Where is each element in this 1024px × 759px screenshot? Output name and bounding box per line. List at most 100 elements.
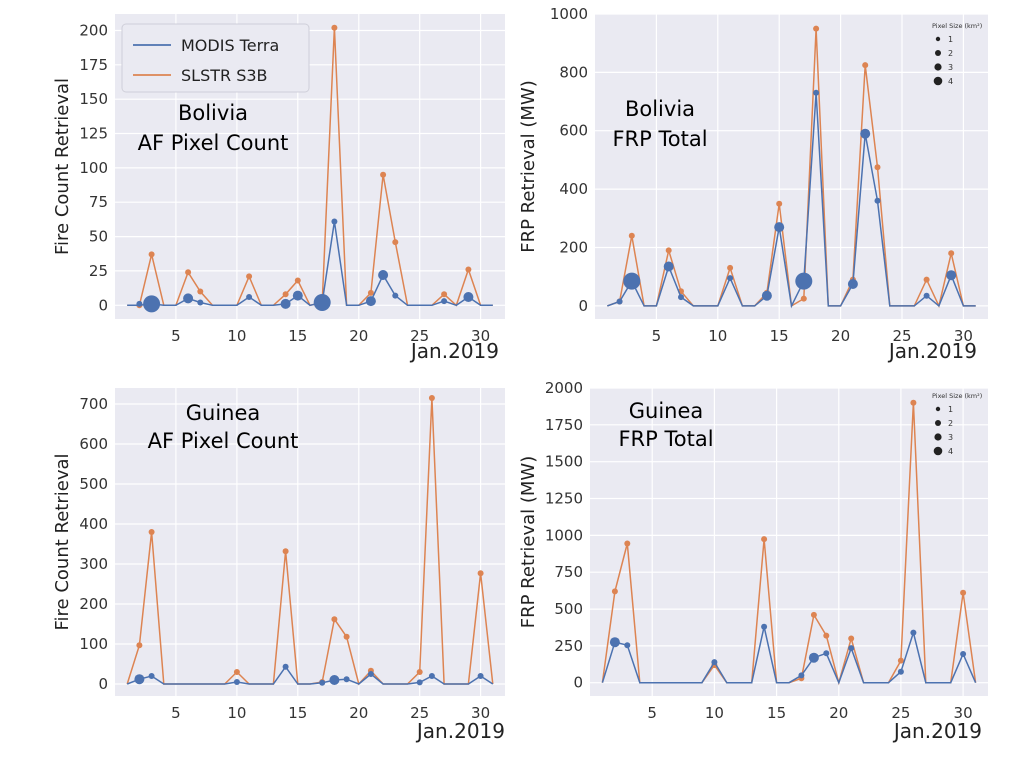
y-tick-label: 200 <box>79 595 108 613</box>
size-legend-marker <box>935 50 941 56</box>
data-point <box>148 251 155 258</box>
legend-label: SLSTR S3B <box>181 66 268 85</box>
data-point <box>185 269 192 276</box>
data-point <box>761 623 768 630</box>
y-tick-label: 25 <box>89 262 108 280</box>
data-point <box>441 291 448 298</box>
x-tick-label: 20 <box>831 327 850 345</box>
data-point <box>343 633 350 640</box>
data-point <box>808 652 819 663</box>
data-point <box>611 588 618 595</box>
data-point <box>292 290 303 301</box>
y-tick-label: 600 <box>559 122 588 140</box>
data-point <box>416 679 423 686</box>
size-legend: Pixel Size (km²) 1 2 3 4 <box>932 22 982 86</box>
x-tick-label: 10 <box>227 327 246 345</box>
y-tick-label: 1250 <box>545 490 583 508</box>
x-tick-label: 10 <box>227 704 246 722</box>
size-legend-marker <box>934 63 942 71</box>
data-point <box>711 659 718 666</box>
x-tick-label: 25 <box>892 327 911 345</box>
data-point <box>727 264 734 271</box>
data-point <box>148 529 155 535</box>
x-tick-label: 30 <box>954 327 973 345</box>
x-tick-label: 10 <box>708 327 727 345</box>
data-point <box>282 663 289 670</box>
data-point <box>874 197 881 204</box>
y-axis-label: FRP Retrieval (MW) <box>518 456 539 629</box>
data-point <box>136 300 143 307</box>
y-tick-label: 800 <box>559 63 588 81</box>
data-point <box>761 290 772 301</box>
y-tick-label: 200 <box>79 22 108 40</box>
y-tick-label: 0 <box>98 296 108 314</box>
panel-annotation: Guinea <box>629 399 704 423</box>
chart-panel-top-left: 5 10 15 20 25 30 0 25 50 75 100 125 150 175 200 Fire Co… <box>52 14 505 363</box>
data-point <box>910 399 917 406</box>
plot-area <box>590 388 988 696</box>
x-tick-label: 25 <box>410 704 429 722</box>
data-point <box>795 272 813 290</box>
x-tick-label: 5 <box>171 327 181 345</box>
y-tick-label: 0 <box>573 674 583 692</box>
data-point <box>823 632 830 639</box>
y-tick-label: 500 <box>79 475 108 493</box>
data-point <box>392 292 399 299</box>
panel-annotation: Guinea <box>186 401 261 425</box>
x-tick-label: 10 <box>705 704 724 722</box>
data-point <box>897 668 904 675</box>
data-point <box>616 298 623 305</box>
panel-annotation: AF Pixel Count <box>148 429 299 453</box>
data-point <box>465 266 472 273</box>
size-legend-label: 2 <box>948 49 953 58</box>
panel-annotation: Bolivia <box>625 97 695 121</box>
y-tick-label: 100 <box>79 635 108 653</box>
data-point <box>463 292 474 302</box>
plot-area <box>595 14 988 319</box>
x-axis-label: Jan.2019 <box>892 719 982 743</box>
size-legend-label: 3 <box>948 63 953 72</box>
x-tick-label: 5 <box>647 704 657 722</box>
data-point <box>727 275 734 282</box>
y-tick-label: 200 <box>559 239 588 257</box>
panel-annotation: FRP Total <box>612 127 707 151</box>
x-tick-label: 15 <box>288 704 307 722</box>
data-point <box>148 673 155 679</box>
size-legend-marker <box>934 433 942 441</box>
y-tick-label: 150 <box>79 90 108 108</box>
data-point <box>294 277 301 284</box>
data-point <box>143 295 161 313</box>
size-legend-label: 1 <box>948 35 953 44</box>
data-point <box>365 296 376 307</box>
data-point <box>197 299 204 306</box>
data-point <box>623 272 641 290</box>
data-point <box>246 294 253 300</box>
data-point <box>862 62 869 69</box>
data-point <box>960 651 967 657</box>
size-legend-label: 3 <box>948 433 953 442</box>
panel-annotation: AF Pixel Count <box>138 131 289 155</box>
data-point <box>910 629 917 636</box>
data-point <box>441 298 448 305</box>
x-tick-label: 5 <box>652 327 662 345</box>
data-point <box>678 294 684 301</box>
data-point <box>860 128 871 139</box>
y-tick-label: 0 <box>98 675 108 693</box>
data-point <box>477 570 484 577</box>
y-tick-label: 50 <box>89 228 108 246</box>
x-tick-label: 15 <box>288 327 307 345</box>
data-point <box>197 288 204 295</box>
data-point <box>392 239 399 246</box>
y-tick-label: 250 <box>554 637 583 655</box>
data-point <box>628 232 635 239</box>
y-axis-label: Fire Count Retrieval <box>52 453 73 630</box>
x-tick-label: 15 <box>767 704 786 722</box>
x-axis-label: Jan.2019 <box>409 339 499 363</box>
size-legend-marker <box>935 406 941 412</box>
y-tick-label: 700 <box>79 395 108 413</box>
data-point <box>946 270 957 281</box>
size-legend-marker <box>935 420 941 426</box>
data-point <box>609 637 620 648</box>
